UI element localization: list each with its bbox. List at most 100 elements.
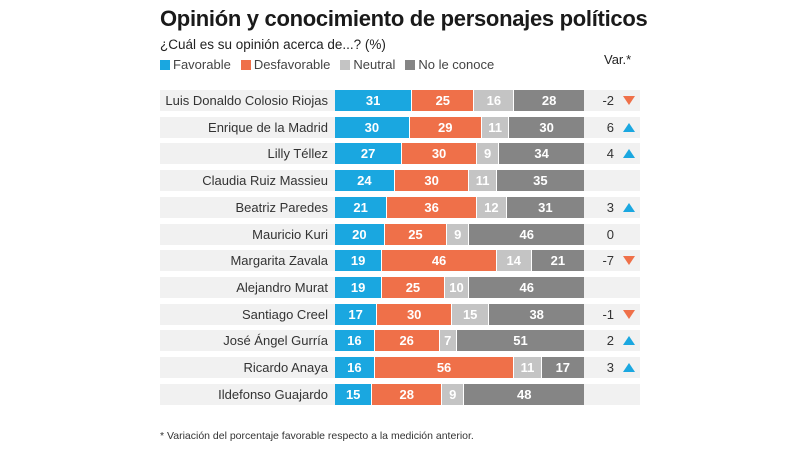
bar-segment-neutral: 15 <box>452 304 490 325</box>
category-label: Ricardo Anaya <box>243 360 328 375</box>
bar-segment-favorable: 16 <box>335 357 375 378</box>
variation-value: 6 <box>606 120 614 135</box>
data-label: 51 <box>513 333 528 348</box>
legend-swatch-no-le-conoce <box>405 59 416 70</box>
data-label: 30 <box>431 146 447 161</box>
data-label: 11 <box>475 173 490 188</box>
arrow-up-icon <box>623 149 635 158</box>
data-label: 56 <box>436 360 452 375</box>
bar-segment-neutral: 16 <box>474 90 515 111</box>
variation-value: -2 <box>602 93 614 108</box>
arrow-down-icon <box>623 256 635 265</box>
chart-subtitle: ¿Cuál es su opinión acerca de...? (%) <box>160 37 386 52</box>
data-label: 35 <box>533 173 548 188</box>
arrow-down-icon <box>623 96 635 105</box>
data-label: 9 <box>484 146 492 161</box>
data-label: 20 <box>352 227 367 242</box>
data-label: 21 <box>353 200 368 215</box>
bar-segment-no-le-conoce: 38 <box>489 304 584 325</box>
variation-value: -7 <box>602 253 614 268</box>
legend-swatch-neutral <box>340 59 351 70</box>
bar-segment-no-le-conoce: 48 <box>464 384 584 405</box>
data-label: 12 <box>484 200 499 215</box>
data-label: 30 <box>539 120 554 135</box>
bar-segment-favorable: 19 <box>335 250 383 271</box>
legend-label: Desfavorable <box>253 57 331 72</box>
bar-segment-desfavorable: 30 <box>394 170 470 191</box>
category-label: Margarita Zavala <box>230 253 328 268</box>
legend-item-desfavorable: Desfavorable <box>240 57 331 72</box>
data-label: 48 <box>516 387 532 402</box>
category-label: Claudia Ruiz Massieu <box>202 173 328 188</box>
bar-segment-favorable: 27 <box>335 143 403 164</box>
data-label: 19 <box>350 253 366 268</box>
legend-label: No le conoce <box>418 57 495 72</box>
data-label: 11 <box>520 360 535 375</box>
bar-segment-neutral: 12 <box>476 197 507 218</box>
bar-segment-neutral: 11 <box>469 170 497 191</box>
data-label: 15 <box>345 387 361 402</box>
variation-value: 2 <box>606 333 614 348</box>
arrow-down-icon <box>623 310 635 319</box>
data-label: 31 <box>365 93 381 108</box>
arrow-up-icon <box>623 363 635 372</box>
bar-segment-neutral: 11 <box>481 117 510 138</box>
data-label: 24 <box>357 173 372 188</box>
data-label: 29 <box>438 120 453 135</box>
data-label: 14 <box>506 253 521 268</box>
data-label: 25 <box>408 227 423 242</box>
data-label: 27 <box>360 146 376 161</box>
data-label: 19 <box>350 280 366 295</box>
category-label: Lilly Téllez <box>267 146 328 161</box>
bar-segment-neutral: 10 <box>444 277 470 298</box>
data-label: 34 <box>534 146 549 161</box>
data-label: 28 <box>541 93 557 108</box>
category-label: Alejandro Murat <box>236 280 328 295</box>
category-label: Mauricio Kuri <box>252 227 328 242</box>
data-label: 31 <box>538 200 553 215</box>
bar-segment-favorable: 19 <box>335 277 383 298</box>
legend-item-no-le-conoce: No le conoce <box>405 57 494 72</box>
data-label: 30 <box>364 120 380 135</box>
data-label: 17 <box>555 360 571 375</box>
bar-segment-favorable: 17 <box>335 304 378 325</box>
bar-segment-favorable: 21 <box>335 197 388 218</box>
arrow-up-icon <box>623 123 635 132</box>
data-label: 26 <box>399 333 414 348</box>
bar-segment-favorable: 16 <box>335 330 375 351</box>
data-label: 46 <box>431 253 447 268</box>
data-label: 17 <box>348 307 363 322</box>
category-label: José Ángel Gurría <box>223 333 328 348</box>
data-label: 30 <box>406 307 422 322</box>
legend: Favorable Desfavorable Neutral No le con… <box>160 57 494 72</box>
chart-title: Opinión y conocimiento de personajes pol… <box>160 6 648 31</box>
legend-swatch-favorable <box>160 59 170 70</box>
data-label: 25 <box>405 280 421 295</box>
bar-segment-favorable: 20 <box>335 224 385 245</box>
variation-value: -1 <box>602 307 614 322</box>
variation-value: 3 <box>606 200 614 215</box>
category-label: Luis Donaldo Colosio Riojas <box>165 93 328 108</box>
bar-segment-desfavorable: 56 <box>374 357 515 378</box>
bar-segment-neutral: 14 <box>496 250 532 271</box>
bar-segment-favorable: 30 <box>335 117 410 138</box>
data-label: 9 <box>454 227 462 242</box>
bar-segment-desfavorable: 36 <box>387 197 477 218</box>
bar-segment-desfavorable: 28 <box>372 384 443 405</box>
bar-segment-neutral: 9 <box>447 224 470 245</box>
bar-segment-no-le-conoce: 17 <box>541 357 584 378</box>
bar-segment-favorable: 15 <box>335 384 373 405</box>
bar-segment-desfavorable: 29 <box>409 117 482 138</box>
data-label: 38 <box>529 307 544 322</box>
bar-segment-neutral: 9 <box>442 384 465 405</box>
data-label: 30 <box>424 173 439 188</box>
data-label: 16 <box>347 333 362 348</box>
data-label: 7 <box>444 333 452 348</box>
bar-segment-no-le-conoce: 31 <box>506 197 584 218</box>
category-label: Beatriz Paredes <box>235 200 329 215</box>
data-label: 16 <box>486 93 502 108</box>
data-label: 21 <box>550 253 566 268</box>
data-label: 36 <box>424 200 439 215</box>
arrow-up-icon <box>623 336 635 345</box>
bar-segment-no-le-conoce: 30 <box>509 117 584 138</box>
